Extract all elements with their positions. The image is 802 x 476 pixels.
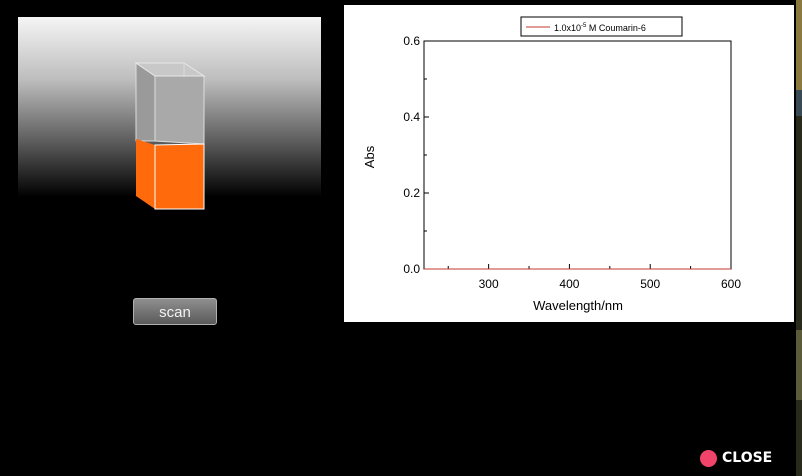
y-tick-label: 0.6 (403, 34, 420, 48)
x-tick-label: 300 (479, 277, 499, 291)
cuvette-icon (134, 62, 206, 210)
close-label: CLOSE (722, 450, 773, 466)
plot-frame (423, 40, 732, 270)
legend-label-exponent: -5 (581, 23, 587, 29)
x-tick-label: 500 (640, 277, 660, 291)
close-dot-icon (700, 449, 717, 467)
window-edge-strip (796, 0, 802, 476)
scan-button[interactable]: scan (133, 298, 217, 325)
legend: 1.0x10-5 M Coumarin-6 (520, 16, 683, 37)
legend-label: 1.0x10-5 M Coumarin-6 (554, 23, 646, 33)
y-tick-label: 0.4 (403, 110, 420, 124)
absorbance-chart-svg: 0.0 0.2 0.4 0.6 300 400 500 600 Abs Wavelength… (362, 16, 741, 313)
sample-holder-panel (18, 17, 321, 210)
x-tick-label: 400 (559, 277, 579, 291)
legend-label-suffix: M Coumarin-6 (586, 23, 646, 33)
cuvette-liquid-side (136, 139, 155, 209)
y-tick-label: 0.0 (403, 262, 420, 276)
cuvette-liquid-front (154, 143, 205, 210)
legend-box (520, 16, 683, 37)
x-tick-label: 600 (721, 277, 741, 291)
close-button[interactable]: CLOSE (700, 448, 772, 468)
x-axis-label: Wavelength/nm (533, 298, 623, 313)
absorbance-chart: 0.0 0.2 0.4 0.6 300 400 500 600 Abs Wavelength… (344, 5, 794, 322)
legend-label-base: 1.0x10 (554, 23, 581, 33)
y-tick-label: 0.2 (403, 186, 420, 200)
y-axis-label: Abs (362, 145, 377, 168)
